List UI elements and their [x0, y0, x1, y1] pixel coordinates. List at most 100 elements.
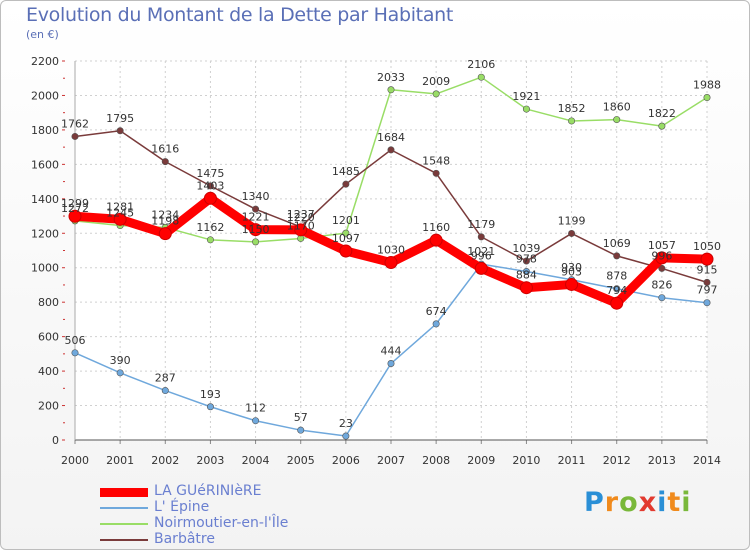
data-label: 978: [516, 253, 537, 266]
data-label: 287: [155, 372, 176, 385]
data-point: [249, 223, 263, 237]
data-label: 1150: [242, 223, 270, 236]
data-point: [116, 127, 124, 135]
data-point: [252, 417, 260, 425]
data-label: 1299: [61, 197, 89, 210]
x-tick-label: 2000: [61, 454, 89, 467]
data-label: 390: [110, 354, 131, 367]
legend-swatch: [100, 539, 148, 541]
data-label: 1179: [467, 218, 495, 231]
data-point: [522, 105, 530, 113]
data-label: 1162: [196, 221, 224, 234]
x-tick-label: 2013: [648, 454, 676, 467]
data-point: [387, 360, 395, 368]
x-tick-label: 2011: [558, 454, 586, 467]
data-point: [384, 256, 398, 270]
data-point: [71, 132, 79, 140]
x-tick-label: 2008: [422, 454, 450, 467]
y-tick-label: 1400: [31, 193, 59, 206]
y-tick-label: 1800: [31, 124, 59, 137]
data-point: [432, 320, 440, 328]
data-label: 1039: [512, 242, 540, 255]
x-tick-label: 2010: [512, 454, 540, 467]
data-label: 1272: [61, 202, 89, 215]
data-point: [297, 426, 305, 434]
data-label: 444: [381, 345, 402, 358]
data-label: 1281: [106, 200, 134, 213]
x-tick-label: 2012: [603, 454, 631, 467]
data-label: 826: [651, 279, 672, 292]
data-label: 1852: [558, 102, 586, 115]
data-label: 1234: [151, 208, 179, 221]
x-tick-label: 2014: [693, 454, 721, 467]
y-tick-label: 400: [38, 365, 59, 378]
data-label: 794: [606, 284, 627, 297]
data-point: [206, 236, 214, 244]
legend-label: Barbâtre: [154, 531, 215, 547]
y-tick-label: 1200: [31, 227, 59, 240]
x-tick-label: 2004: [242, 454, 270, 467]
x-tick-label: 2006: [332, 454, 360, 467]
x-tick-label: 2005: [287, 454, 315, 467]
data-point: [477, 233, 485, 241]
data-point: [522, 268, 530, 276]
data-point: [206, 403, 214, 411]
data-point: [432, 169, 440, 177]
data-point: [71, 349, 79, 357]
data-label: 1403: [196, 179, 224, 192]
data-point: [568, 229, 576, 237]
chart-subtitle: (en €): [26, 28, 59, 41]
data-point: [703, 278, 711, 286]
data-label: 1069: [603, 237, 631, 250]
data-point: [703, 299, 711, 307]
y-tick-label: 800: [38, 296, 59, 309]
data-point: [658, 122, 666, 130]
data-label: 1030: [377, 244, 405, 257]
data-point: [68, 209, 82, 223]
data-label: 1921: [512, 90, 540, 103]
data-point: [703, 94, 711, 102]
data-point: [113, 212, 127, 226]
data-label: 674: [426, 305, 447, 318]
data-point: [203, 191, 217, 205]
data-point: [206, 182, 214, 190]
x-tick-label: 2009: [467, 454, 495, 467]
legend-label: LA GUéRINIèRE: [154, 483, 262, 499]
data-point: [342, 229, 350, 237]
data-point: [158, 227, 172, 241]
data-label: 1475: [196, 167, 224, 180]
data-label: 1988: [693, 79, 721, 92]
data-point: [342, 432, 350, 440]
data-point: [519, 281, 533, 295]
data-point: [613, 116, 621, 124]
data-label: 1237: [287, 208, 315, 221]
data-point: [339, 244, 353, 258]
legend-swatch: [100, 523, 148, 525]
x-tick-label: 2002: [151, 454, 179, 467]
y-tick-label: 0: [52, 434, 59, 447]
data-point: [613, 285, 621, 293]
data-point: [613, 252, 621, 260]
data-point: [432, 90, 440, 98]
data-point: [568, 117, 576, 125]
data-label: 2033: [377, 71, 405, 84]
data-label: 878: [606, 270, 627, 283]
y-tick-label: 200: [38, 400, 59, 413]
data-point: [387, 146, 395, 154]
data-label: 1762: [61, 117, 89, 130]
y-tick-label: 1600: [31, 158, 59, 171]
data-label: 1050: [693, 240, 721, 253]
data-point: [252, 238, 260, 246]
legend-label: L' Épine: [154, 499, 210, 515]
data-label: 193: [200, 388, 221, 401]
x-tick-label: 2007: [377, 454, 405, 467]
data-point: [522, 257, 530, 265]
y-tick-label: 1000: [31, 262, 59, 275]
data-point: [294, 223, 308, 237]
data-point: [655, 251, 669, 265]
chart-title: Evolution du Montant de la Dette par Hab…: [26, 4, 454, 26]
data-point: [658, 264, 666, 272]
data-point: [658, 294, 666, 302]
data-point: [700, 252, 714, 266]
data-point: [342, 180, 350, 188]
